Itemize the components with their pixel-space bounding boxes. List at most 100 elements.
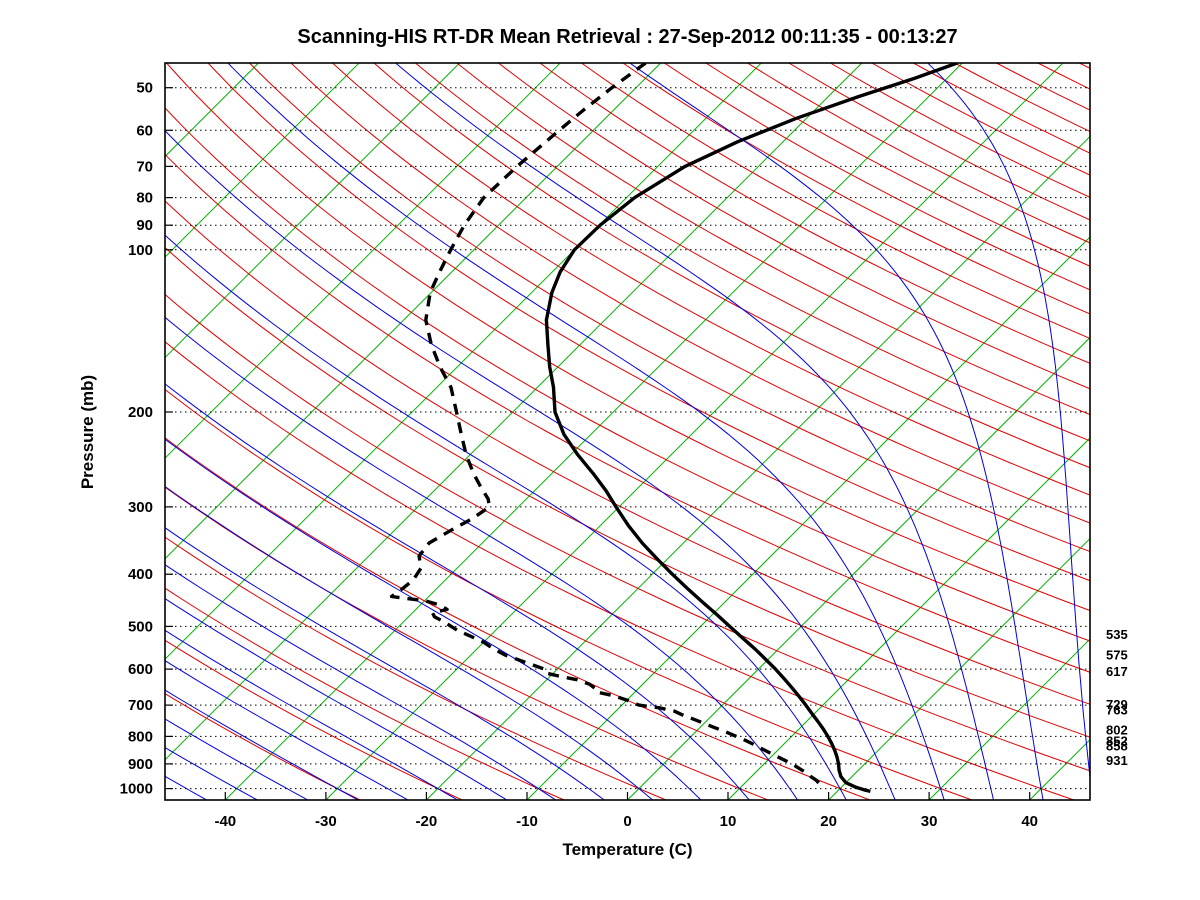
moist-adiabat-line bbox=[165, 660, 409, 800]
isotherm-line bbox=[165, 63, 762, 660]
moist-adiabat-line bbox=[165, 718, 308, 800]
dry-adiabat-line bbox=[705, 63, 1090, 267]
dry-adiabat-line bbox=[622, 63, 1090, 315]
dry-adiabat-line bbox=[1079, 63, 1090, 69]
chart-title: Scanning-HIS RT-DR Mean Retrieval : 27-S… bbox=[297, 26, 958, 48]
isotherm-line bbox=[426, 135, 1090, 800]
axis-ticks-and-labels: 5060708090100200300400500600700800900100… bbox=[120, 80, 1038, 830]
dry-adiabat-line bbox=[165, 536, 667, 800]
moist-adiabat-line bbox=[927, 63, 1090, 781]
moist-adiabat-line bbox=[165, 564, 556, 800]
dry-adiabat-line bbox=[166, 63, 1090, 612]
dry-adiabat-line bbox=[165, 107, 1090, 642]
temperature-tick-label: -10 bbox=[516, 813, 538, 830]
pressure-tick-label: 200 bbox=[128, 404, 153, 421]
dry-adiabat-line bbox=[165, 639, 463, 800]
moist-adiabat-line bbox=[165, 316, 799, 800]
moist-adiabat-line bbox=[165, 129, 896, 800]
pressure-tick-label: 60 bbox=[136, 122, 153, 139]
pressure-tick-label: 100 bbox=[128, 242, 153, 259]
sounding-profiles bbox=[389, 63, 958, 794]
x-axis-label: Temperature (C) bbox=[562, 840, 693, 859]
pressure-tick-label: 500 bbox=[128, 618, 153, 635]
isotherm-line bbox=[165, 63, 259, 158]
isotherm-line bbox=[165, 63, 360, 258]
moist-adiabat-line bbox=[165, 598, 508, 800]
dry-adiabat-line bbox=[165, 587, 565, 800]
dry-adiabat-line bbox=[498, 63, 1090, 390]
dry-adiabat-line bbox=[165, 200, 1090, 705]
dry-adiabat-line bbox=[539, 63, 1090, 364]
temperature-tick-label: 20 bbox=[820, 813, 837, 830]
retrieval-level-label: 729 bbox=[1106, 697, 1128, 712]
pressure-tick-label: 80 bbox=[136, 190, 153, 207]
moist-adiabat-line bbox=[0, 63, 105, 800]
temperature-tick-label: -20 bbox=[416, 813, 438, 830]
isotherm-line bbox=[727, 437, 1090, 800]
dry-adiabat-line bbox=[207, 63, 1090, 582]
temperature-tick-label: -30 bbox=[315, 813, 337, 830]
retrieval-level-label: 931 bbox=[1106, 753, 1128, 768]
retrieval-level-label: 763 bbox=[1106, 702, 1128, 717]
moist-adiabat-line bbox=[0, 63, 156, 800]
pressure-tick-label: 700 bbox=[128, 697, 153, 714]
isotherm-line bbox=[165, 63, 460, 359]
retrieval-level-label: 617 bbox=[1106, 664, 1128, 679]
retrieval-level-label: 858 bbox=[1106, 738, 1128, 753]
retrieval-level-label: 852 bbox=[1106, 734, 1128, 749]
dry-adiabat-line bbox=[165, 293, 1090, 772]
pressure-tick-label: 300 bbox=[128, 499, 153, 516]
dry-adiabat-line bbox=[165, 153, 1090, 673]
dry-adiabat-line bbox=[830, 63, 1090, 198]
retrieval-level-label: 535 bbox=[1106, 627, 1128, 642]
isotherm-line bbox=[1029, 738, 1090, 800]
moist-adiabat-line bbox=[165, 438, 702, 800]
dry-adiabat-line bbox=[290, 63, 1090, 524]
isotherm-line bbox=[325, 63, 1064, 800]
moist-adiabat-line bbox=[165, 383, 750, 800]
dry-adiabat-line bbox=[165, 388, 973, 800]
isotherm-line bbox=[526, 236, 1090, 800]
dry-adiabat-line bbox=[165, 437, 871, 800]
isotherm-line bbox=[165, 63, 561, 459]
isobar-gridlines bbox=[165, 87, 1090, 790]
isotherm-line bbox=[828, 537, 1090, 800]
moist-adiabat-line bbox=[395, 63, 994, 800]
dry-adiabat-line bbox=[913, 63, 1090, 154]
dry-adiabat-line bbox=[788, 63, 1090, 221]
dry-adiabat-line bbox=[165, 486, 769, 800]
isotherm-line bbox=[928, 638, 1090, 800]
dry-adiabat-line bbox=[332, 63, 1090, 496]
pressure-tick-label: 1000 bbox=[120, 781, 153, 798]
pressure-tick-label: 50 bbox=[136, 80, 153, 97]
dry-adiabat-line bbox=[165, 693, 361, 800]
moist-adiabat-line bbox=[165, 747, 258, 800]
isotherm-line bbox=[224, 63, 963, 800]
plot-frame bbox=[164, 62, 1091, 801]
temperature-tick-label: 40 bbox=[1021, 813, 1038, 830]
dry-adiabat-line bbox=[415, 63, 1090, 442]
isotherm-line bbox=[165, 63, 662, 560]
retrieval-level-label: 802 bbox=[1106, 723, 1128, 738]
pressure-tick-label: 400 bbox=[128, 566, 153, 583]
moist-adiabat-line bbox=[629, 63, 1044, 800]
moist-adiabat-line bbox=[227, 63, 945, 800]
temperature-tick-label: 0 bbox=[623, 813, 631, 830]
moist-adiabat-line bbox=[165, 527, 605, 800]
dry-adiabat-line bbox=[249, 63, 1090, 553]
pressure-tick-label: 800 bbox=[128, 728, 153, 745]
temperature-profile bbox=[544, 63, 958, 794]
dry-adiabat-line bbox=[871, 63, 1090, 176]
dry-adiabat-line bbox=[165, 341, 1074, 800]
dewpoint-profile bbox=[389, 63, 824, 790]
moist-adiabat-line bbox=[165, 485, 653, 800]
pressure-tick-label: 90 bbox=[136, 217, 153, 234]
moist-adiabat-line bbox=[165, 629, 458, 800]
temperature-tick-label: -40 bbox=[214, 813, 236, 830]
isotherm-line bbox=[627, 336, 1090, 800]
pressure-tick-label: 900 bbox=[128, 756, 153, 773]
pressure-tick-label: 600 bbox=[128, 661, 153, 678]
isotherm-line bbox=[0, 63, 158, 800]
dry-adiabat-line bbox=[747, 63, 1090, 244]
